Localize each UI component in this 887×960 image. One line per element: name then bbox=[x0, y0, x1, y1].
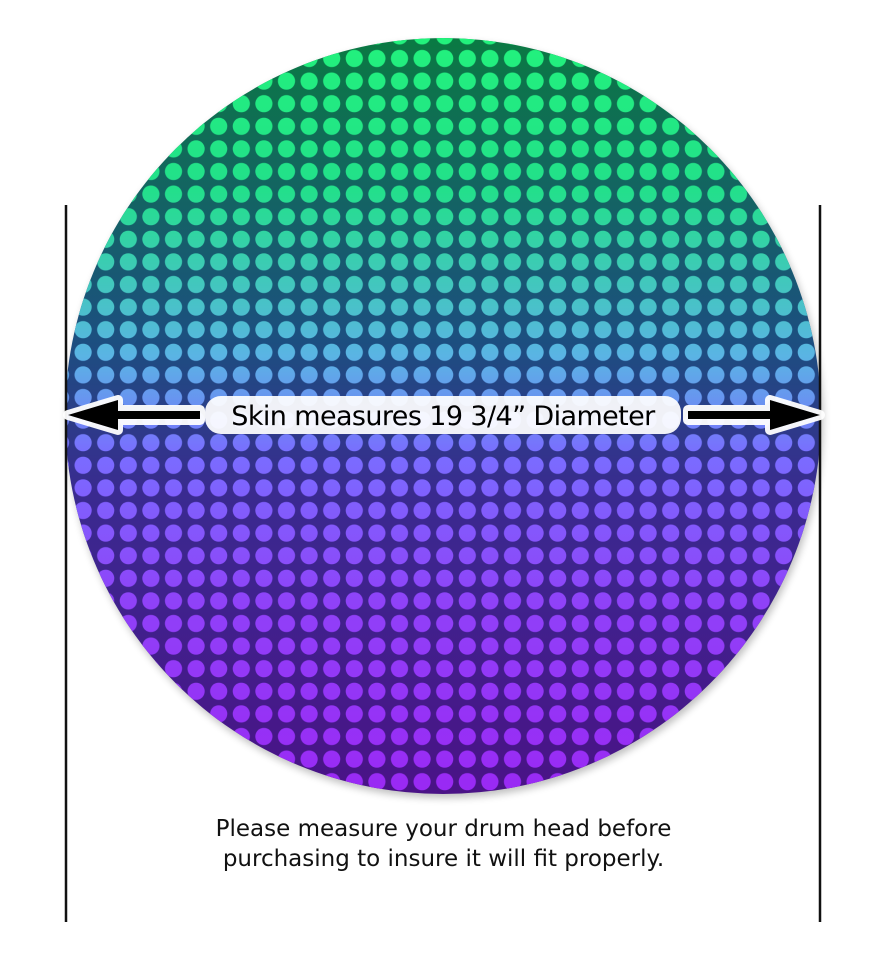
note-line-2: purchasing to insure it will fit properl… bbox=[222, 846, 665, 872]
measure-note: Please measure your drum head before pur… bbox=[0, 814, 887, 874]
arrow-right-icon bbox=[683, 395, 825, 435]
note-line-1: Please measure your drum head before bbox=[215, 816, 672, 842]
arrow-left-icon bbox=[63, 395, 205, 435]
label-halo bbox=[205, 396, 681, 434]
diameter-label: Skin measures 19 3/4” Diameter bbox=[231, 401, 656, 432]
